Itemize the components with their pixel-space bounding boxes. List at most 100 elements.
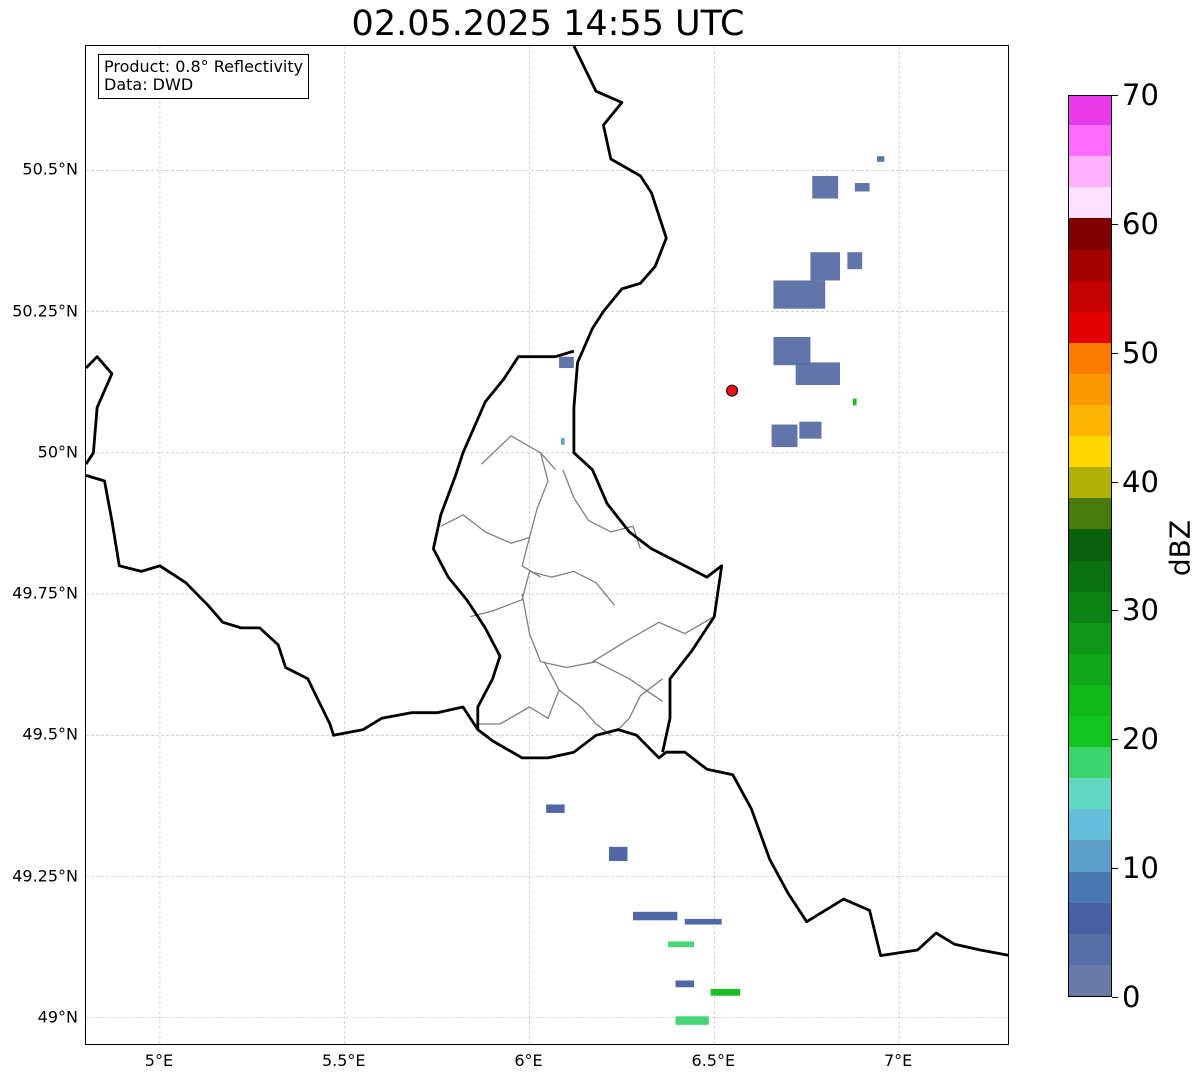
reflectivity-echo bbox=[771, 424, 798, 448]
colorbar-segment bbox=[1069, 404, 1111, 437]
product-label: Product: 0.8° Reflectivity bbox=[104, 57, 304, 76]
colorbar-segment bbox=[1069, 96, 1111, 126]
colorbar-tick-label: 70 bbox=[1122, 78, 1159, 112]
radar-site-markers bbox=[726, 384, 739, 397]
colorbar-segment bbox=[1069, 497, 1111, 530]
national-border bbox=[431, 349, 575, 730]
latitude-tick-label: 49.5°N bbox=[22, 724, 78, 744]
regional-border bbox=[440, 514, 530, 544]
colorbar-tick-label: 0 bbox=[1122, 980, 1141, 1014]
colorbar-segment bbox=[1069, 715, 1111, 748]
reflectivity-echo bbox=[546, 804, 565, 813]
product-info-box: Product: 0.8° Reflectivity Data: DWD bbox=[98, 54, 310, 99]
colorbar-segment bbox=[1069, 653, 1111, 685]
reflectivity-echo bbox=[668, 941, 694, 948]
reflectivity-echo bbox=[812, 175, 839, 199]
reflectivity-echo bbox=[684, 918, 722, 925]
national-border bbox=[572, 46, 724, 753]
longitude-tick-label: 7°E bbox=[883, 1051, 913, 1070]
colorbar-tick-mark bbox=[1112, 868, 1118, 870]
reflectivity-echo bbox=[710, 988, 741, 996]
colorbar-segment bbox=[1069, 839, 1111, 872]
latitude-tick-label: 50.5°N bbox=[22, 159, 78, 179]
colorbar-segment bbox=[1069, 217, 1111, 250]
reflectivity-echo bbox=[675, 980, 694, 988]
colorbar-tick-mark bbox=[1112, 95, 1118, 96]
radar-site-marker bbox=[726, 384, 739, 397]
map-canvas bbox=[86, 46, 1008, 1044]
latitude-tick-label: 49.25°N bbox=[12, 866, 78, 885]
regional-border bbox=[521, 593, 663, 702]
colorbar-segment bbox=[1069, 746, 1111, 779]
colorbar-segment bbox=[1069, 342, 1111, 374]
colorbar-segment bbox=[1069, 155, 1111, 188]
latitude-tick-label: 50.25°N bbox=[12, 301, 78, 321]
reflectivity-echo bbox=[608, 846, 628, 861]
latitude-tick-label: 50°N bbox=[37, 442, 78, 462]
colorbar-tick-mark bbox=[1112, 481, 1118, 483]
colorbar-segment bbox=[1069, 466, 1111, 499]
latitude-tick-label: 49°N bbox=[37, 1007, 78, 1027]
colorbar-segment bbox=[1069, 559, 1111, 592]
national-border bbox=[86, 355, 114, 465]
colorbar-tick-label: 30 bbox=[1122, 593, 1159, 628]
radar-map[interactable] bbox=[85, 45, 1009, 1045]
colorbar-segment bbox=[1069, 777, 1111, 810]
dbz-colorbar bbox=[1068, 95, 1112, 997]
national-borders bbox=[86, 46, 1008, 957]
colorbar-segment bbox=[1069, 248, 1111, 281]
colorbar-segment bbox=[1069, 435, 1111, 468]
colorbar-segment bbox=[1069, 684, 1111, 717]
reflectivity-echoes bbox=[546, 156, 885, 1025]
colorbar-tick-mark bbox=[1112, 610, 1118, 612]
regional-border bbox=[477, 661, 560, 725]
reflectivity-echo bbox=[795, 362, 840, 385]
colorbar-tick-label: 20 bbox=[1122, 722, 1159, 757]
regional-border bbox=[481, 435, 556, 471]
longitude-tick-label: 6.5°E bbox=[691, 1051, 736, 1070]
regional-border bbox=[562, 469, 642, 550]
regional-border bbox=[592, 616, 715, 663]
longitude-tick-label: 6°E bbox=[514, 1051, 543, 1070]
colorbar-segment bbox=[1069, 622, 1111, 654]
reflectivity-echo bbox=[773, 280, 826, 309]
colorbar-segment bbox=[1069, 373, 1111, 406]
data-source-label: Data: DWD bbox=[104, 75, 194, 94]
longitude-tick-label: 5°E bbox=[144, 1051, 174, 1070]
colorbar-tick-label: 60 bbox=[1122, 206, 1159, 241]
colorbar-segment bbox=[1069, 871, 1111, 903]
gridlines bbox=[86, 46, 1008, 1044]
reflectivity-echo bbox=[852, 398, 857, 406]
reflectivity-echo bbox=[876, 156, 885, 162]
reflectivity-echo bbox=[633, 911, 678, 921]
reflectivity-echo bbox=[773, 336, 811, 366]
reflectivity-echo bbox=[559, 356, 574, 369]
longitude-tick-label: 5.5°E bbox=[321, 1051, 366, 1070]
colorbar-tick-mark bbox=[1112, 223, 1118, 225]
regional-border bbox=[529, 570, 616, 606]
colorbar-tick-label: 50 bbox=[1122, 335, 1159, 370]
national-border bbox=[86, 474, 1008, 957]
reflectivity-echo bbox=[560, 438, 565, 445]
reflectivity-echo bbox=[810, 252, 840, 281]
colorbar-tick-label: 10 bbox=[1122, 851, 1159, 886]
colorbar-segment bbox=[1069, 933, 1111, 965]
regional-borders bbox=[440, 435, 715, 736]
colorbar-segment bbox=[1069, 808, 1111, 841]
latitude-tick-label: 49.75°N bbox=[12, 583, 78, 603]
colorbar-segment bbox=[1069, 280, 1111, 312]
colorbar-tick-mark bbox=[1112, 997, 1118, 998]
reflectivity-echo bbox=[675, 1016, 709, 1025]
colorbar-segment bbox=[1069, 964, 1111, 996]
regional-border bbox=[617, 678, 663, 731]
regional-border bbox=[470, 571, 531, 618]
colorbar-segment bbox=[1069, 186, 1111, 219]
colorbar-tick-mark bbox=[1112, 352, 1118, 354]
colorbar-segment bbox=[1069, 528, 1111, 561]
colorbar-tick-mark bbox=[1112, 739, 1118, 741]
reflectivity-echo bbox=[854, 183, 870, 192]
colorbar-segment bbox=[1069, 124, 1111, 157]
colorbar-unit-label: dBZ bbox=[1163, 519, 1197, 577]
colorbar-segment bbox=[1069, 591, 1111, 623]
colorbar-segment bbox=[1069, 311, 1111, 343]
